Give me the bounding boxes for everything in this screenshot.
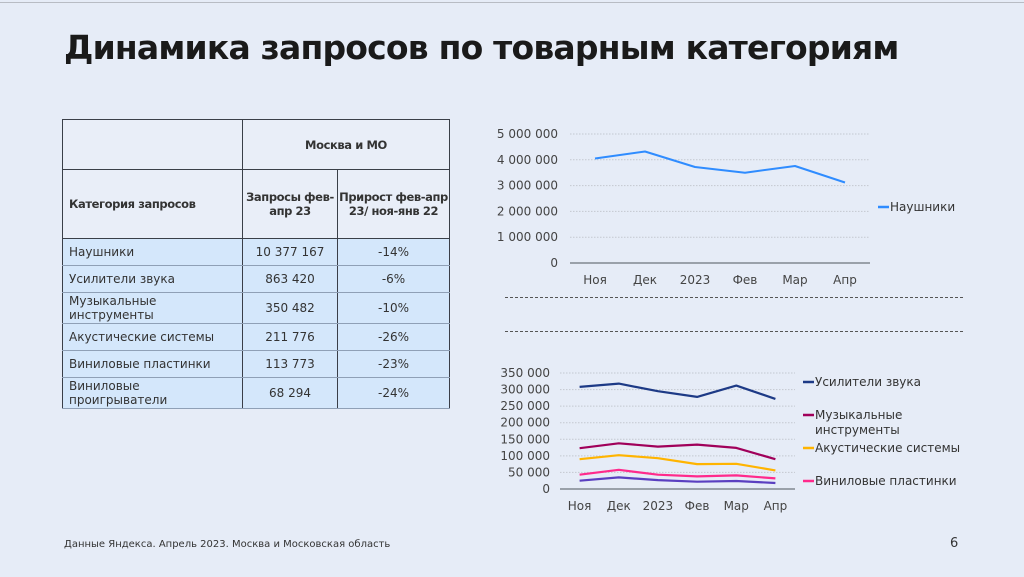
growth-header: Прирост фев-апр 23/ ноя-янв 22 [337, 169, 450, 239]
footer-source: Данные Яндекса. Апрель 2023. Москва и Мо… [64, 539, 391, 550]
x-tick-label: Ноя [568, 499, 592, 513]
series-line [579, 468, 776, 480]
y-tick-label: 5 000 000 [497, 127, 558, 141]
cell-growth: -24% [337, 377, 450, 409]
y-tick-label: 300 000 [500, 383, 550, 397]
y-tick-label: 2 000 000 [497, 204, 558, 218]
x-tick-label: Дек [633, 273, 657, 287]
cell-requests: 113 773 [242, 350, 338, 378]
table-row: Музыкальные инструменты 350 482 -10% [62, 292, 450, 324]
y-tick-label: 100 000 [500, 449, 550, 463]
y-tick-label: 50 000 [508, 465, 550, 479]
y-tick-label: 0 [550, 256, 558, 270]
page-title: Динамика запросов по товарным категориям [64, 28, 899, 67]
cell-growth: -26% [337, 323, 450, 351]
requests-table: Москва и МО Категория запросов Запросы ф… [62, 119, 450, 409]
y-tick-label: 1 000 000 [497, 230, 558, 244]
cell-category: Виниловые проигрыватели [62, 377, 243, 409]
empty-header-cell [62, 119, 243, 170]
series-line [579, 454, 776, 472]
series-line [579, 442, 776, 461]
y-tick-label: 250 000 [500, 399, 550, 413]
series-line [579, 476, 776, 485]
x-tick-label: Ноя [583, 273, 607, 287]
x-tick-label: Мар [782, 273, 807, 287]
y-tick-label: 3 000 000 [497, 179, 558, 193]
cell-category: Виниловые пластинки [62, 350, 243, 378]
x-tick-label: Фев [685, 499, 710, 513]
top-border [0, 2, 1024, 3]
legend-label: Акустические системы [815, 441, 960, 455]
x-tick-label: Дек [607, 499, 631, 513]
series-line [594, 150, 846, 184]
y-tick-label: 200 000 [500, 416, 550, 430]
page-number: 6 [950, 536, 959, 551]
y-tick-label: 0 [542, 482, 550, 496]
y-tick-label: 350 000 [500, 366, 550, 380]
legend-label: Наушники [890, 200, 955, 214]
table-row: Наушники 10 377 167 -14% [62, 238, 450, 266]
x-tick-label: 2023 [680, 273, 711, 287]
cell-category: Наушники [62, 238, 243, 266]
cell-growth: -14% [337, 238, 450, 266]
table-row: Виниловые проигрыватели 68 294 -24% [62, 377, 450, 409]
cell-category: Акустические системы [62, 323, 243, 351]
divider-dashed [505, 331, 963, 332]
cell-requests: 68 294 [242, 377, 338, 409]
divider-dashed [505, 297, 963, 298]
x-tick-label: Апр [764, 499, 788, 513]
x-tick-label: Апр [833, 273, 857, 287]
legend-label: Виниловые пластинки [815, 474, 957, 488]
category-header: Категория запросов [62, 169, 243, 239]
legend-label: Музыкальные инструменты [815, 408, 902, 437]
legend-label: Усилители звука [815, 375, 921, 389]
table-row: Акустические системы 211 776 -26% [62, 323, 450, 351]
y-tick-label: 150 000 [500, 432, 550, 446]
requests-header: Запросы фев-апр 23 [242, 169, 338, 239]
cell-category: Музыкальные инструменты [62, 292, 243, 324]
x-tick-label: Мар [724, 499, 749, 513]
y-tick-label: 4 000 000 [497, 153, 558, 167]
series-line [579, 382, 776, 400]
table-row: Виниловые пластинки 113 773 -23% [62, 350, 450, 378]
x-tick-label: Фев [733, 273, 758, 287]
region-header: Москва и МО [242, 119, 450, 170]
cell-requests: 211 776 [242, 323, 338, 351]
table-row: Усилители звука 863 420 -6% [62, 265, 450, 293]
cell-requests: 863 420 [242, 265, 338, 293]
x-tick-label: 2023 [643, 499, 674, 513]
